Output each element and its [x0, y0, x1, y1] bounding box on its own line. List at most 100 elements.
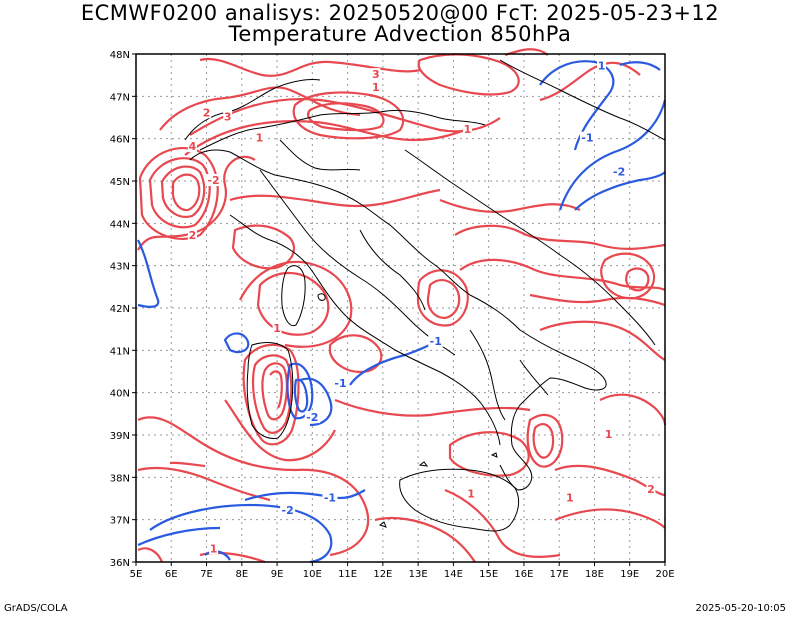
- contour-label-bg: [466, 487, 476, 500]
- contour-line: [224, 399, 336, 462]
- region-borders: [259, 169, 456, 356]
- contour-line: [529, 293, 666, 307]
- lon-tick-label: 7E: [200, 569, 213, 580]
- lon-tick-label: 15E: [479, 569, 498, 580]
- lat-tick-label: 41N: [110, 346, 130, 357]
- contour-line: [416, 269, 469, 327]
- small-islands: [378, 452, 498, 528]
- contour-label: 3: [372, 68, 380, 81]
- lon-tick-label: 9E: [271, 569, 284, 580]
- region-borders: [279, 139, 361, 171]
- lat-tick-label: 40N: [110, 389, 130, 400]
- positive-contours: [137, 48, 667, 564]
- contour-label-bg: [272, 322, 282, 335]
- contour-line: [229, 188, 441, 208]
- contour-line: [148, 157, 211, 229]
- contour-line: [137, 416, 370, 557]
- contour-line: [184, 120, 471, 156]
- lon-tick-label: 8E: [235, 569, 248, 580]
- contour-line: [599, 393, 667, 426]
- contour-line: [137, 547, 164, 563]
- contour-line: [532, 423, 555, 459]
- italy-coastline: [189, 149, 607, 491]
- contour-line: [574, 171, 666, 211]
- contour-line: [619, 61, 661, 71]
- contour-label-bg: [579, 131, 595, 144]
- lat-tick-label: 42N: [110, 304, 130, 315]
- contour-label-bg: [597, 59, 607, 72]
- contour-line: [261, 362, 288, 421]
- contour-line: [199, 57, 421, 77]
- contour-label: 1: [372, 81, 380, 94]
- corsica-coast: [281, 265, 306, 327]
- contour-label-bg: [223, 110, 233, 123]
- contour-line: [539, 60, 615, 151]
- axes: 48N 47N 46N 45N 44N 43N 42N 41N 40N 39N 38N 37N 36N5…: [110, 50, 675, 580]
- contour-line: [444, 488, 561, 558]
- country-borders: [199, 109, 486, 151]
- lat-tick-label: 43N: [110, 262, 130, 273]
- contour-label-bg: [187, 229, 197, 242]
- contour-line: [137, 526, 221, 547]
- contour-label-bg: [209, 542, 219, 555]
- contour-line: [554, 464, 666, 497]
- contour-line: [231, 224, 296, 270]
- contour-label-bg: [322, 491, 338, 504]
- contour-line: [539, 320, 666, 361]
- contour-label-bg: [371, 68, 381, 81]
- contour-line: [137, 155, 256, 251]
- lon-tick-label: 16E: [514, 569, 533, 580]
- contour-label: 1: [464, 123, 472, 136]
- contour-label: -1: [324, 492, 336, 505]
- contour-line: [293, 378, 309, 413]
- lat-tick-label: 48N: [110, 50, 130, 61]
- coastlines: [184, 59, 666, 532]
- lon-tick-label: 17E: [550, 569, 569, 580]
- contour-line: [299, 377, 333, 427]
- footer-credit: GrADS/COLA: [4, 603, 68, 614]
- contour-label-bg: [280, 504, 296, 517]
- contour-line: [138, 146, 219, 240]
- contour-label: 4: [189, 140, 197, 153]
- lon-tick-label: 6E: [165, 569, 178, 580]
- lat-tick-label: 39N: [110, 431, 130, 442]
- contour-line: [459, 258, 666, 292]
- contour-line: [292, 91, 405, 140]
- contour-label: -2: [207, 174, 219, 187]
- contour-line: [539, 61, 641, 102]
- chart-title: ECMWF0200 analisys: 20250520@00 FcT: 202…: [80, 1, 720, 25]
- lon-tick-label: 12E: [373, 569, 392, 580]
- contour-line: [137, 239, 160, 308]
- region-borders: [519, 359, 549, 396]
- contour-label: 1: [598, 60, 606, 73]
- contour-line: [137, 466, 271, 502]
- contour-label-bg: [206, 174, 222, 186]
- contour-line: [269, 370, 283, 409]
- lat-tick-label: 46N: [110, 135, 130, 146]
- contour-line: [251, 354, 293, 434]
- contour-line: [223, 332, 250, 354]
- footer-timestamp: 2025-05-20-10:05: [695, 603, 786, 614]
- alps-border: [184, 79, 321, 141]
- contour-line: [204, 550, 231, 561]
- contour-label: 2: [647, 483, 655, 496]
- contour-label: 1: [566, 492, 574, 505]
- lon-tick-label: 10E: [303, 569, 322, 580]
- contour-label: -2: [282, 504, 294, 517]
- sardinia-coast: [246, 342, 294, 439]
- region-borders: [469, 329, 506, 421]
- lon-tick-label: 11E: [338, 569, 357, 580]
- chart-subtitle: Temperature Advection 850hPa: [228, 22, 572, 46]
- contour-line: [558, 99, 667, 211]
- region-borders: [359, 229, 426, 311]
- contour-label-bg: [254, 131, 264, 144]
- lat-tick-label: 44N: [110, 219, 130, 230]
- contour-label: 3: [224, 111, 232, 124]
- contour-label-bg: [371, 80, 381, 93]
- lat-tick-label: 47N: [110, 92, 130, 103]
- contour-line: [169, 461, 206, 468]
- contour-label-bg: [304, 411, 320, 424]
- contour-label-bg: [333, 377, 349, 390]
- contour-line: [334, 398, 531, 417]
